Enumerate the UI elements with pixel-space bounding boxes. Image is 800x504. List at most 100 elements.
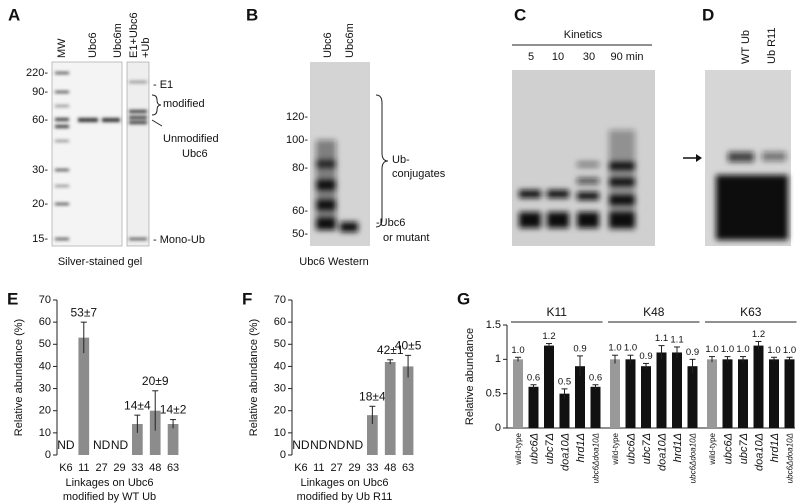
value-label: 1.0 (721, 344, 734, 355)
bar (769, 359, 779, 428)
x-tick-label: 48 (149, 462, 161, 474)
x-axis-label: modified by Ub R11 (297, 491, 393, 503)
annotation: -Ubc6 (376, 217, 405, 229)
y-tick-label: 40 (39, 360, 51, 372)
y-tick-label: 0 (45, 449, 51, 461)
mw-marker: 30- (32, 164, 48, 176)
value-label: 0.5 (558, 376, 571, 387)
panel-letter: C (514, 5, 526, 24)
value-label: 1.0 (624, 343, 637, 354)
mw-marker: 50- (292, 228, 308, 240)
group-label: K48 (643, 305, 665, 319)
lane-label: Ubc6m (112, 23, 124, 58)
bar (132, 424, 143, 455)
value-label: 0.9 (573, 343, 586, 354)
y-tick-label: 50 (39, 338, 51, 350)
lane-label: MW (56, 38, 68, 58)
mw-marker: 60- (292, 205, 308, 217)
value-label: ND (346, 438, 364, 452)
x-tick-label: doa10Δ (559, 433, 571, 471)
x-tick-label: ubc6Δ (722, 433, 734, 464)
value-label: 1.0 (608, 343, 621, 354)
lane-label: +Ub (140, 38, 152, 59)
x-tick-label: hrd1Δ (672, 433, 684, 462)
x-tick-label: K6 (294, 462, 307, 474)
bar (707, 359, 717, 428)
annotation: or mutant (383, 232, 429, 244)
x-tick-label: wild-type (708, 432, 717, 465)
y-tick-label: 10 (39, 427, 51, 439)
value-label: 0.6 (527, 372, 540, 383)
lane-label: 90 min (610, 51, 643, 63)
x-tick-label: ubc7Δ (641, 433, 653, 464)
bar (78, 337, 90, 455)
value-label: ND (310, 438, 328, 452)
panel-letter: B (246, 5, 258, 24)
x-tick-label: 33 (366, 462, 378, 474)
lane-label: Ubc6 (87, 32, 99, 58)
value-label: 0.9 (639, 351, 652, 362)
x-tick-label: ubc7Δ (738, 433, 750, 464)
x-tick-label: doa10Δ (753, 433, 765, 471)
value-label: 1.1 (655, 333, 668, 344)
y-tick-label: 20 (39, 405, 51, 417)
value-label: 1.0 (783, 345, 796, 356)
value-label: 1.2 (542, 331, 555, 342)
annotation: Ubc6 (182, 148, 208, 160)
value-label: 20±9 (142, 374, 169, 388)
bar (167, 424, 179, 455)
heading: Kinetics (564, 29, 603, 41)
x-tick-label: hrd1Δ (575, 433, 587, 462)
value-label: 40±5 (395, 339, 422, 353)
mw-marker: 120- (286, 111, 308, 123)
x-tick-label: 27 (331, 462, 343, 474)
annotation: modified (163, 98, 205, 110)
value-label: ND (57, 438, 75, 452)
bar (753, 345, 764, 428)
y-axis-label: Relative abundance (464, 328, 476, 425)
bar (625, 359, 636, 428)
y-tick-label: 1 (495, 353, 501, 365)
lane-label: WT Ub (740, 30, 752, 64)
bar (610, 359, 620, 428)
x-tick-label: 29 (113, 462, 125, 474)
y-tick-label: 60 (274, 316, 286, 328)
annotation: Ub- (392, 154, 410, 166)
value-label: 1.0 (511, 345, 524, 356)
value-label: 42±1 (377, 343, 404, 357)
gel-b (310, 62, 389, 246)
x-tick-label: doa10Δ (656, 433, 668, 471)
value-label: ND (93, 438, 111, 452)
mw-marker: 90- (32, 86, 48, 98)
bar (528, 386, 539, 428)
bar (544, 345, 554, 428)
x-axis-label: Linkages on Ubc6 (300, 477, 388, 489)
mw-marker: 220- (26, 67, 48, 79)
lane-label: 10 (552, 51, 564, 63)
mw-marker: 100- (286, 134, 308, 146)
mw-marker: 15- (32, 233, 48, 245)
value-label: 14±4 (124, 398, 151, 412)
value-label: ND (328, 438, 346, 452)
y-tick-label: 0.5 (486, 388, 501, 400)
x-tick-label: 27 (96, 462, 108, 474)
x-tick-label: 11 (78, 462, 89, 474)
value-label: ND (292, 438, 310, 452)
y-tick-label: 10 (274, 427, 286, 439)
x-tick-label: ubc6Δ (625, 433, 637, 464)
gel-d (683, 70, 791, 246)
x-tick-label: 48 (384, 462, 396, 474)
lane-label: 30 (583, 51, 595, 63)
y-tick-label: 30 (274, 382, 286, 394)
bar (559, 393, 570, 428)
gel-a (51, 61, 163, 247)
x-tick-label: 33 (131, 462, 143, 474)
bar (384, 362, 396, 455)
x-tick-label: wild-type (514, 432, 523, 465)
x-tick-label: hrd1Δ (769, 433, 781, 462)
panel-letter: G (457, 289, 470, 308)
annotation: - E1 (153, 79, 173, 91)
x-tick-label: ubc6Δdoa10Δ (786, 433, 795, 483)
value-label: ND (111, 438, 129, 452)
